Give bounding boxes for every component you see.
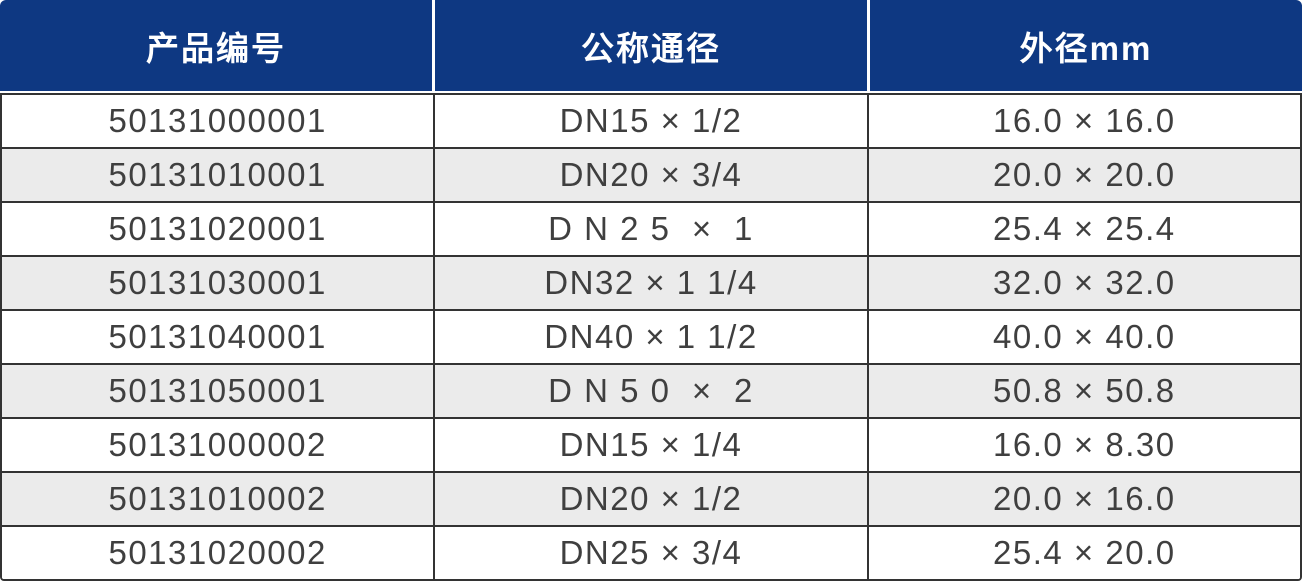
nominal-diameter-cell: DN32 × 1 1/4 — [433, 257, 866, 309]
outer-diameter-cell: 40.0 × 40.0 — [866, 311, 1300, 363]
column-header-product-code: 产品编号 — [0, 0, 432, 91]
nominal-diameter-cell: DN20 × 1/2 — [433, 473, 866, 525]
table-row: 50131020001 D N 2 5 × 1 25.4 × 25.4 — [2, 201, 1300, 255]
product-code-cell: 50131010001 — [108, 156, 327, 193]
nominal-diameter-cell: DN25 × 3/4 — [433, 527, 866, 579]
nominal-diameter-cell: DN40 × 1 1/2 — [433, 311, 866, 363]
table-row: 50131030001 DN32 × 1 1/4 32.0 × 32.0 — [2, 255, 1300, 309]
outer-diameter-cell: 20.0 × 16.0 — [866, 473, 1300, 525]
outer-diameter-cell: 50.8 × 50.8 — [866, 365, 1300, 417]
product-code-cell: 50131020002 — [108, 534, 327, 571]
product-code-cell: 50131010002 — [108, 480, 327, 517]
table-row: 50131050001 D N 5 0 × 2 50.8 × 50.8 — [2, 363, 1300, 417]
outer-diameter-cell: 25.4 × 25.4 — [866, 203, 1300, 255]
table-header-row: 产品编号 公称通径 外径mm — [0, 0, 1302, 91]
column-header-nominal-diameter: 公称通径 — [435, 0, 867, 91]
table-row: 50131040001 DN40 × 1 1/2 40.0 × 40.0 — [2, 309, 1300, 363]
table-row: 50131000002 DN15 × 1/4 16.0 × 8.30 — [2, 417, 1300, 471]
column-header-outer-diameter: 外径mm — [870, 0, 1302, 91]
outer-diameter-cell: 20.0 × 20.0 — [866, 149, 1300, 201]
nominal-diameter-cell: DN15 × 1/4 — [433, 419, 866, 471]
nominal-diameter-cell: D N 5 0 × 2 — [433, 365, 866, 417]
table-row: 50131010002 DN20 × 1/2 20.0 × 16.0 — [2, 471, 1300, 525]
table-body: 50131000001 DN15 × 1/2 16.0 × 16.0 50131… — [0, 93, 1302, 581]
outer-diameter-cell: 16.0 × 16.0 — [866, 95, 1300, 147]
product-code-cell: 50131030001 — [108, 264, 327, 301]
nominal-diameter-cell: D N 2 5 × 1 — [433, 203, 866, 255]
product-code-cell: 50131050001 — [108, 372, 327, 409]
table-row: 50131000001 DN15 × 1/2 16.0 × 16.0 — [2, 95, 1300, 147]
outer-diameter-cell: 25.4 × 20.0 — [866, 527, 1300, 579]
table-row: 50131020002 DN25 × 3/4 25.4 × 20.0 — [2, 525, 1300, 579]
product-code-cell: 50131000001 — [108, 102, 327, 139]
product-code-cell: 50131020001 — [108, 210, 327, 247]
table-row: 50131010001 DN20 × 3/4 20.0 × 20.0 — [2, 147, 1300, 201]
nominal-diameter-cell: DN20 × 3/4 — [433, 149, 866, 201]
outer-diameter-cell: 16.0 × 8.30 — [866, 419, 1300, 471]
product-code-cell: 50131000002 — [108, 426, 327, 463]
product-code-cell: 50131040001 — [108, 318, 327, 355]
nominal-diameter-cell: DN15 × 1/2 — [433, 95, 866, 147]
outer-diameter-cell: 32.0 × 32.0 — [866, 257, 1300, 309]
